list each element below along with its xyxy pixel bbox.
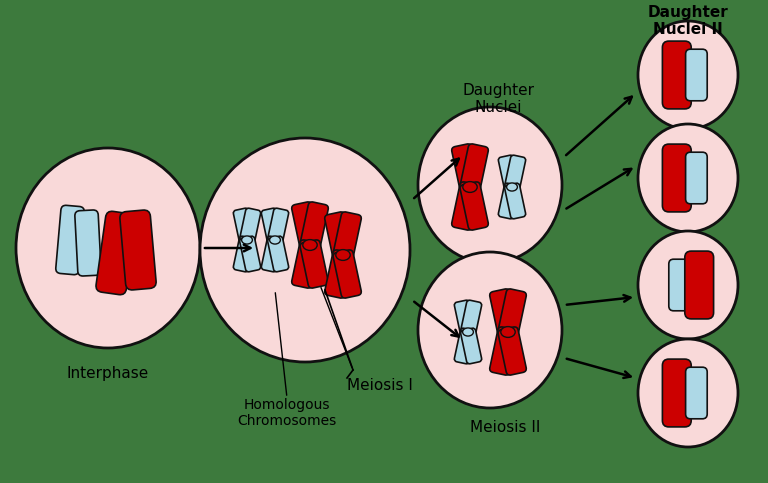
FancyBboxPatch shape <box>460 182 488 230</box>
Ellipse shape <box>418 107 562 263</box>
Ellipse shape <box>638 124 738 232</box>
FancyBboxPatch shape <box>490 289 518 337</box>
FancyBboxPatch shape <box>455 300 475 336</box>
FancyBboxPatch shape <box>452 182 480 230</box>
Text: Meiosis I: Meiosis I <box>347 378 413 393</box>
Ellipse shape <box>242 236 253 244</box>
Ellipse shape <box>638 231 738 339</box>
FancyBboxPatch shape <box>662 41 691 109</box>
FancyBboxPatch shape <box>261 208 283 244</box>
Ellipse shape <box>638 21 738 129</box>
Ellipse shape <box>463 182 477 192</box>
Text: Daughter
Nuclei: Daughter Nuclei <box>462 83 534 115</box>
FancyBboxPatch shape <box>240 236 260 272</box>
FancyBboxPatch shape <box>498 183 519 219</box>
FancyBboxPatch shape <box>452 144 480 192</box>
FancyBboxPatch shape <box>505 155 525 191</box>
FancyBboxPatch shape <box>460 144 488 192</box>
Ellipse shape <box>418 252 562 408</box>
FancyBboxPatch shape <box>74 210 101 276</box>
Text: Daughter
Nuclei II: Daughter Nuclei II <box>647 5 728 37</box>
Ellipse shape <box>303 240 317 250</box>
FancyBboxPatch shape <box>96 211 136 295</box>
FancyBboxPatch shape <box>300 202 328 250</box>
FancyBboxPatch shape <box>120 210 156 290</box>
FancyBboxPatch shape <box>685 251 713 319</box>
FancyBboxPatch shape <box>233 208 254 244</box>
Text: Interphase: Interphase <box>67 366 149 381</box>
Ellipse shape <box>501 327 515 338</box>
Ellipse shape <box>200 138 410 362</box>
FancyBboxPatch shape <box>686 367 707 419</box>
FancyBboxPatch shape <box>261 236 283 272</box>
FancyBboxPatch shape <box>461 300 482 336</box>
FancyBboxPatch shape <box>669 259 690 311</box>
FancyBboxPatch shape <box>490 327 518 375</box>
FancyBboxPatch shape <box>333 212 361 260</box>
FancyBboxPatch shape <box>461 328 482 364</box>
FancyBboxPatch shape <box>686 49 707 101</box>
Ellipse shape <box>638 339 738 447</box>
FancyBboxPatch shape <box>240 208 260 244</box>
FancyBboxPatch shape <box>498 327 526 375</box>
FancyBboxPatch shape <box>455 328 475 364</box>
FancyBboxPatch shape <box>233 236 254 272</box>
FancyBboxPatch shape <box>662 359 691 427</box>
Ellipse shape <box>462 328 473 336</box>
FancyBboxPatch shape <box>505 183 525 219</box>
FancyBboxPatch shape <box>300 240 328 288</box>
FancyBboxPatch shape <box>333 250 361 298</box>
FancyBboxPatch shape <box>662 144 691 212</box>
FancyBboxPatch shape <box>267 236 289 272</box>
Text: Meiosis II: Meiosis II <box>470 420 540 435</box>
FancyBboxPatch shape <box>325 250 353 298</box>
FancyBboxPatch shape <box>498 289 526 337</box>
Ellipse shape <box>336 250 350 260</box>
FancyBboxPatch shape <box>292 240 320 288</box>
FancyBboxPatch shape <box>292 202 320 250</box>
FancyBboxPatch shape <box>267 208 289 244</box>
Ellipse shape <box>270 236 280 244</box>
Text: Homologous
Chromosomes: Homologous Chromosomes <box>237 398 336 428</box>
FancyBboxPatch shape <box>498 155 519 191</box>
Ellipse shape <box>507 183 518 191</box>
FancyBboxPatch shape <box>56 205 84 275</box>
Ellipse shape <box>16 148 200 348</box>
FancyBboxPatch shape <box>686 152 707 204</box>
FancyBboxPatch shape <box>325 212 353 260</box>
